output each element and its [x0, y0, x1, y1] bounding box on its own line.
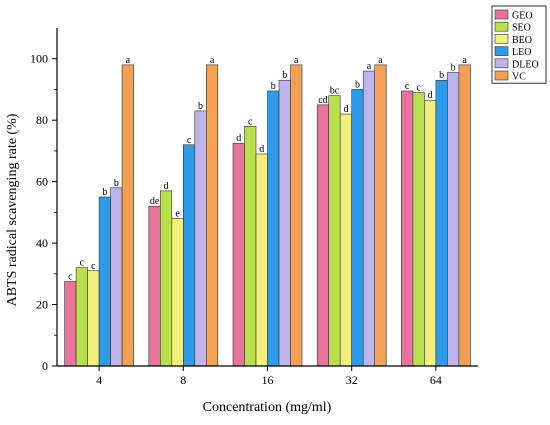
bar-seo-32 [328, 95, 341, 367]
data-label: d [164, 181, 169, 192]
legend-swatch-beo [494, 34, 509, 44]
data-label: b [198, 101, 203, 112]
bar-leo-8 [183, 144, 196, 367]
bar-geo-32 [316, 104, 330, 367]
data-label: a [378, 55, 383, 66]
legend-label-beo: BEO [512, 35, 532, 46]
bar-vc-4 [121, 64, 134, 367]
y-tick-label: 40 [36, 236, 48, 250]
data-label: b [271, 81, 276, 92]
y-tick-label: 80 [36, 113, 48, 127]
bar-seo-8 [160, 190, 173, 367]
legend-label-dleo: DLEO [512, 59, 539, 70]
x-tick-label: 32 [346, 373, 358, 387]
data-label: c [248, 116, 253, 127]
legend-swatch-dleo [494, 58, 509, 69]
bar-geo-8 [148, 205, 161, 367]
data-label: c [68, 272, 73, 283]
bar-beo-16 [255, 153, 268, 367]
y-axis-label: ABTS radical scavenging rate (%) [5, 113, 20, 306]
x-tick-label: 8 [180, 373, 186, 387]
data-label: de [150, 196, 160, 207]
bar-leo-64 [435, 79, 448, 367]
data-label: d [343, 104, 348, 115]
bar-geo-16 [232, 142, 245, 367]
bar-dleo-32 [362, 70, 376, 367]
bar-dleo-64 [447, 72, 460, 367]
y-tick-label: 100 [30, 52, 48, 66]
data-label: d [236, 133, 241, 144]
y-tick-label: 60 [36, 175, 48, 189]
data-label: a [126, 55, 131, 66]
legend-label-vc: VC [512, 72, 526, 83]
data-label: cd [318, 95, 327, 106]
bar-beo-64 [424, 99, 437, 367]
data-label: c [405, 81, 410, 92]
bar-geo-4 [64, 281, 77, 367]
legend-label-seo: SEO [512, 23, 531, 34]
bar-dleo-8 [194, 110, 207, 367]
bar-vc-16 [290, 64, 303, 367]
bar-dleo-16 [278, 79, 291, 367]
data-label: b [114, 178, 119, 189]
axes-layer: 4 8 16 32 64 0 20 40 60 80 100 [30, 28, 478, 387]
data-label: a [462, 55, 467, 66]
x-tick-label: 64 [430, 373, 442, 387]
bar-dleo-4 [110, 187, 123, 367]
x-tick-label: 4 [96, 373, 102, 387]
bar-vc-8 [206, 64, 219, 367]
data-label: a [210, 55, 215, 66]
bar-seo-16 [244, 126, 257, 367]
data-label: a [367, 61, 372, 72]
data-label: a [294, 55, 299, 66]
x-tick-label: 16 [262, 373, 274, 387]
bar-beo-8 [171, 218, 184, 367]
data-label: b [439, 70, 444, 81]
data-label: b [102, 187, 107, 198]
bar-seo-64 [412, 92, 425, 367]
bar-beo-4 [87, 270, 100, 367]
legend-label-leo: LEO [512, 47, 531, 58]
data-label: c [187, 135, 192, 146]
bar-leo-32 [351, 89, 364, 367]
legend-label-geo: GEO [512, 11, 533, 22]
legend-swatch-seo [494, 21, 509, 32]
data-label: c [80, 258, 85, 269]
x-axis-label: Concentration (mg/ml) [203, 400, 332, 415]
bar-leo-4 [98, 196, 111, 367]
y-tick-label: 20 [36, 298, 48, 312]
data-label: c [416, 83, 421, 94]
bar-leo-16 [267, 90, 280, 367]
legend-swatch-vc [494, 70, 509, 81]
data-label: d [259, 144, 264, 155]
data-label: b [282, 70, 287, 81]
data-label: b [355, 79, 360, 90]
bar-vc-64 [458, 64, 471, 367]
data-label: c [91, 261, 96, 272]
bar-beo-32 [339, 113, 353, 367]
bar-seo-4 [75, 267, 88, 367]
data-label: bc [330, 86, 340, 97]
bar-geo-64 [401, 90, 414, 367]
data-label: e [175, 209, 180, 220]
data-label: d [428, 90, 433, 101]
legend-swatch-geo [494, 9, 509, 20]
data-label: b [451, 63, 456, 74]
legend-swatch-leo [494, 46, 509, 56]
y-tick-label: 0 [42, 359, 48, 373]
bar-vc-32 [374, 64, 387, 367]
